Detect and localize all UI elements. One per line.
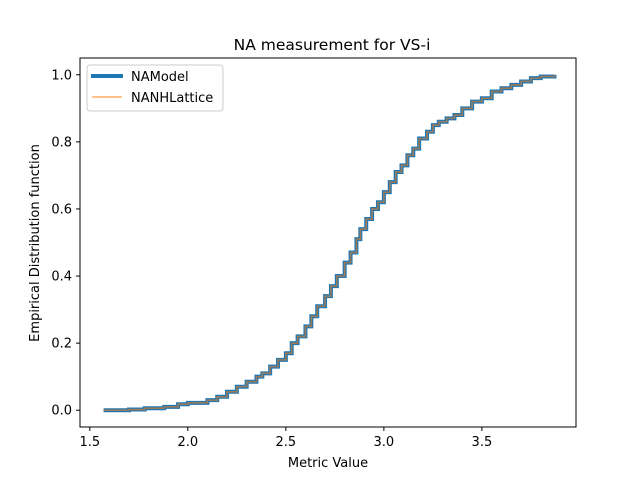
plot-area — [79, 57, 577, 428]
legend-label-namodel: NAModel — [131, 70, 189, 85]
x-tick-label: 3.5 — [472, 435, 493, 450]
y-tick-label: 0.6 — [51, 202, 72, 217]
plot-frame — [79, 57, 577, 428]
series-line-nanhlattice — [103, 74, 556, 412]
x-tick-label: 2.0 — [177, 435, 198, 450]
series-layer — [103, 74, 557, 413]
x-axis-ticks: 1.5 2.0 2.5 3.0 3.5 — [79, 427, 492, 450]
y-axis-ticks: 0.0 0.2 0.4 0.6 0.8 1.0 — [51, 68, 80, 419]
x-tick-label: 3.0 — [374, 435, 395, 450]
y-tick-label: 0.4 — [51, 270, 72, 285]
legend: NAModel NANHLattice — [86, 64, 224, 112]
legend-label-nanhlattice: NANHLattice — [131, 91, 213, 106]
y-tick-label: 0.8 — [51, 135, 72, 150]
chart-title: NA measurement for VS-i — [234, 36, 431, 54]
y-axis-label: Empirical Distribution function — [28, 144, 43, 342]
y-tick-label: 1.0 — [51, 68, 72, 83]
x-axis-label: Metric Value — [288, 456, 368, 471]
y-tick-label: 0.0 — [51, 404, 72, 419]
x-tick-label: 1.5 — [79, 435, 100, 450]
x-tick-label: 2.5 — [276, 435, 297, 450]
y-tick-label: 0.2 — [51, 337, 72, 352]
